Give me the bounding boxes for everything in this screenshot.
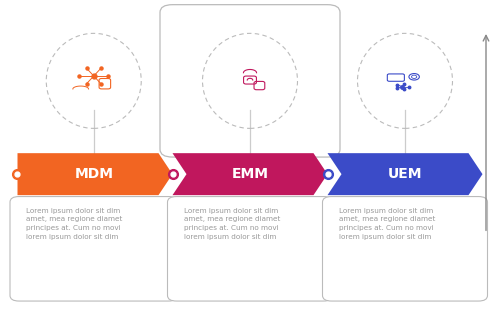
Polygon shape bbox=[172, 153, 328, 195]
Text: Lorem ipsum dolor sit dim
amet, mea regione diamet
principes at. Cum no movi
lor: Lorem ipsum dolor sit dim amet, mea regi… bbox=[26, 208, 123, 240]
Polygon shape bbox=[18, 153, 172, 195]
FancyBboxPatch shape bbox=[10, 197, 177, 301]
Polygon shape bbox=[328, 153, 482, 195]
FancyBboxPatch shape bbox=[168, 197, 332, 301]
Text: Lorem ipsum dolor sit dim
amet, mea regione diamet
principes at. Cum no movi
lor: Lorem ipsum dolor sit dim amet, mea regi… bbox=[184, 208, 280, 240]
FancyBboxPatch shape bbox=[322, 197, 488, 301]
Text: Lorem ipsum dolor sit dim
amet, mea regione diamet
principes at. Cum no movi
lor: Lorem ipsum dolor sit dim amet, mea regi… bbox=[339, 208, 436, 240]
Text: MDM: MDM bbox=[74, 167, 113, 181]
Text: EMM: EMM bbox=[232, 167, 268, 181]
Text: UEM: UEM bbox=[388, 167, 422, 181]
